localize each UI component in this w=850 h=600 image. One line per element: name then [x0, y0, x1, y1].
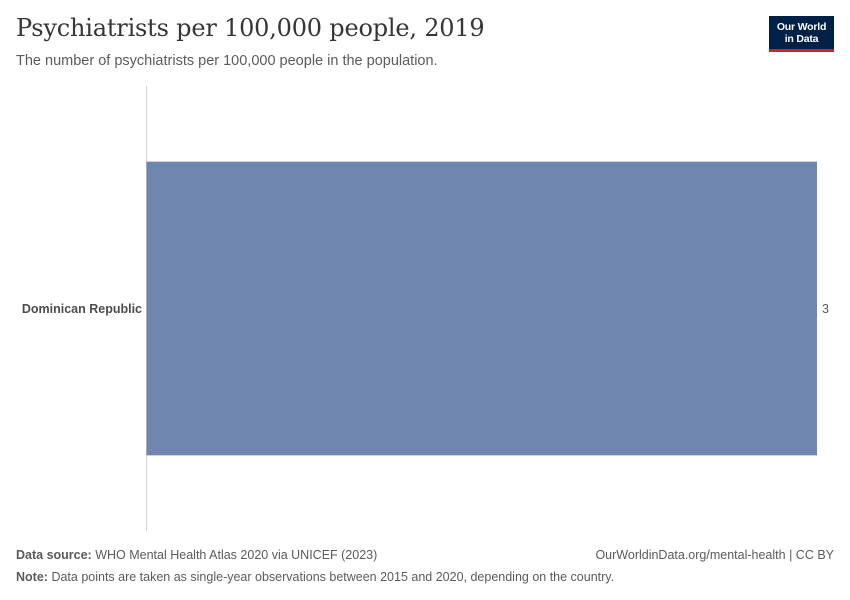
- category-label[interactable]: Dominican Republic: [22, 302, 142, 316]
- data-source-label: Data source:: [16, 548, 92, 562]
- logo-line-1: Our World: [776, 20, 827, 33]
- data-source-text: WHO Mental Health Atlas 2020 via UNICEF …: [95, 548, 378, 562]
- credit-link[interactable]: OurWorldinData.org/mental-health: [595, 548, 786, 562]
- bar-chart: Dominican Republic 3: [22, 86, 829, 531]
- value-label: 3: [822, 302, 829, 316]
- note-label: Note:: [16, 570, 48, 584]
- data-source: Data source: WHO Mental Health Atlas 202…: [16, 548, 377, 562]
- chart-subtitle: The number of psychiatrists per 100,000 …: [16, 53, 438, 69]
- bar-dominican-republic[interactable]: [146, 161, 818, 456]
- chart-note: Note: Data points are taken as single-ye…: [16, 570, 614, 584]
- note-text: Data points are taken as single-year obs…: [51, 570, 615, 584]
- chart-title: Psychiatrists per 100,000 people, 2019: [16, 14, 485, 42]
- owid-logo[interactable]: Our World in Data: [769, 16, 834, 52]
- license-link[interactable]: CC BY: [795, 548, 834, 562]
- logo-line-2: in Data: [784, 32, 819, 45]
- credit: OurWorldinData.org/mental-health | CC BY: [595, 548, 834, 562]
- credit-separator: |: [785, 548, 796, 562]
